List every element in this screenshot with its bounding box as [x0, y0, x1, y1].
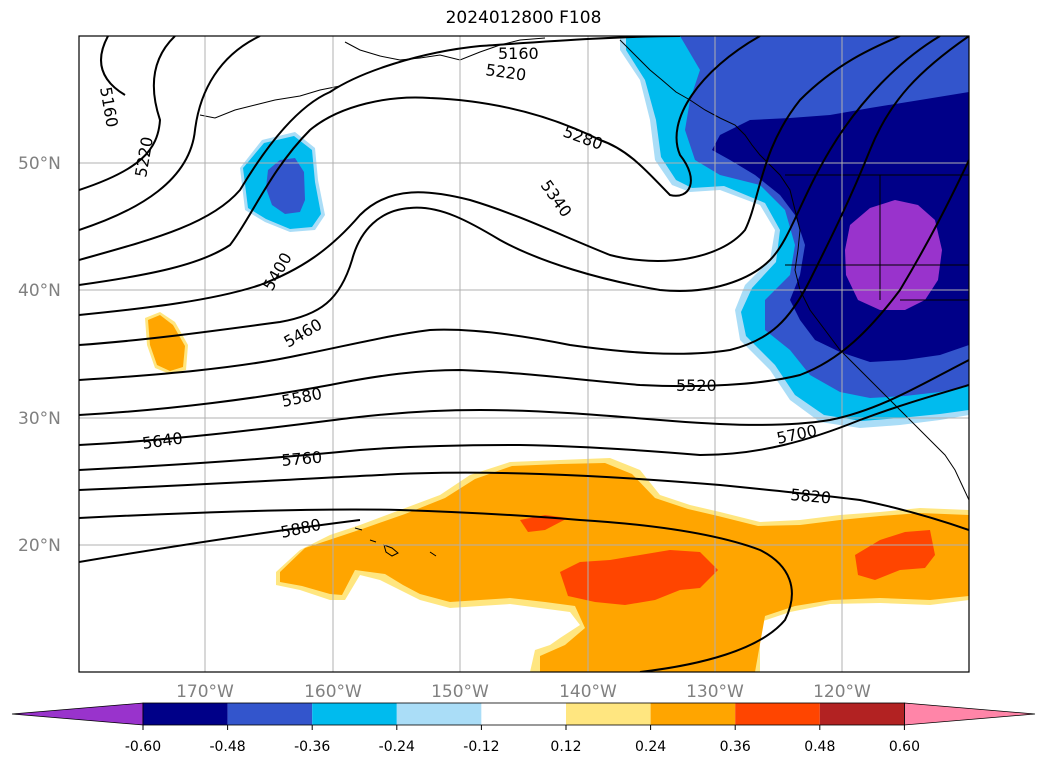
colorbar-segment — [227, 703, 313, 725]
colorbar-tick-label: -0.60 — [125, 739, 161, 755]
latitude-label: 40°N — [18, 281, 61, 301]
map-frame — [78, 35, 970, 673]
colorbar-tick-label: 0.48 — [804, 739, 835, 755]
contour-label: 5580 — [280, 384, 324, 411]
colorbar-min-extension — [11, 702, 144, 726]
contour-label: 5760 — [281, 448, 323, 470]
colorbar-tick-label: -0.48 — [209, 739, 245, 755]
colorbar-max-extension — [904, 702, 1036, 726]
colorbar-segment — [396, 703, 482, 725]
contour-label: 5880 — [279, 515, 323, 542]
contour-label: 5640 — [141, 428, 184, 452]
colorbar-tick-label: 0.12 — [550, 739, 581, 755]
longitude-label: 150°W — [431, 682, 489, 702]
negative-anomaly-fill — [240, 36, 969, 428]
colorbar-outline — [142, 702, 905, 726]
gridlines — [79, 36, 969, 672]
colorbar-tick-labels: -0.60 -0.48 -0.36 -0.24 -0.12 0.12 0.24 … — [125, 739, 920, 755]
colorbar-tick-label: 0.36 — [720, 739, 751, 755]
longitude-label: 170°W — [176, 682, 234, 702]
contour-label: 5220 — [131, 135, 157, 178]
colorbar-segment — [735, 703, 820, 725]
colorbar-segment — [481, 703, 566, 725]
map-plot-area: 5160 5160 5220 5220 5280 5340 5400 5460 … — [79, 36, 969, 672]
latitude-label: 30°N — [18, 409, 61, 429]
longitude-label: 120°W — [813, 682, 871, 702]
longitude-label: 160°W — [304, 682, 362, 702]
colorbar-segment — [650, 703, 736, 725]
colorbar-segment — [143, 703, 228, 725]
colorbar-tick-label: -0.24 — [379, 739, 415, 755]
contour-label: 5340 — [537, 176, 576, 220]
colorbar-tick-label: 0.60 — [889, 739, 920, 755]
contour-label: 5820 — [790, 485, 832, 507]
latitude-labels: 50°N 40°N 30°N 20°N — [18, 154, 61, 556]
colorbar-tick-label: 0.24 — [635, 739, 666, 755]
height-contours — [79, 36, 969, 672]
colorbar-tick-label: -0.36 — [294, 739, 330, 755]
colorbar-segment — [819, 703, 905, 725]
contour-label: 5220 — [484, 60, 527, 84]
latitude-label: 50°N — [18, 154, 61, 174]
colorbar-segment — [312, 703, 397, 725]
contour-label: 5160 — [498, 44, 539, 63]
map-title: 2024012800 F108 — [445, 8, 602, 28]
longitude-label: 130°W — [686, 682, 744, 702]
colorbar-ticks — [142, 725, 905, 730]
contour-label: 5160 — [96, 85, 122, 128]
colorbar-tick-label: -0.12 — [463, 739, 499, 755]
contour-label: 5520 — [676, 376, 717, 395]
longitude-labels: 170°W 160°W 150°W 140°W 130°W 120°W — [176, 682, 871, 702]
latitude-label: 20°N — [18, 536, 61, 556]
contour-label: 5280 — [561, 122, 606, 154]
longitude-label: 140°W — [559, 682, 617, 702]
colorbar: -0.60 -0.48 -0.36 -0.24 -0.12 0.12 0.24 … — [11, 702, 1036, 755]
colorbar-segment — [566, 703, 651, 725]
